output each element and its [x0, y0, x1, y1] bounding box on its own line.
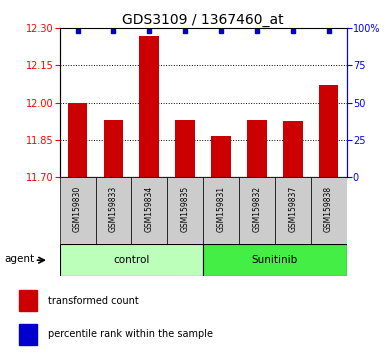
Text: percentile rank within the sample: percentile rank within the sample — [49, 329, 213, 339]
Bar — [139, 36, 159, 177]
Text: GSM159831: GSM159831 — [216, 186, 226, 232]
Bar — [19, 290, 37, 312]
Text: GSM159835: GSM159835 — [181, 186, 190, 233]
Text: agent: agent — [5, 253, 35, 264]
Bar — [275, 177, 311, 244]
Bar — [203, 177, 239, 244]
Bar — [60, 177, 95, 244]
Bar — [19, 324, 37, 345]
Text: GSM159838: GSM159838 — [324, 186, 333, 232]
Text: GSM159837: GSM159837 — [288, 186, 297, 233]
Text: GSM159833: GSM159833 — [109, 186, 118, 233]
Bar — [311, 177, 346, 244]
Text: Sunitinib: Sunitinib — [252, 255, 298, 265]
Bar — [60, 244, 203, 276]
Text: transformed count: transformed count — [49, 296, 139, 306]
Bar — [175, 120, 195, 177]
Bar — [68, 103, 87, 177]
Bar — [95, 177, 131, 244]
Bar — [239, 177, 275, 244]
Text: control: control — [113, 255, 149, 265]
Text: GSM159834: GSM159834 — [145, 186, 154, 233]
Text: GSM159830: GSM159830 — [73, 186, 82, 233]
Bar — [104, 120, 123, 177]
Bar — [247, 120, 267, 177]
Bar — [131, 177, 167, 244]
Bar — [319, 85, 338, 177]
Bar — [167, 177, 203, 244]
Bar — [203, 244, 346, 276]
Title: GDS3109 / 1367460_at: GDS3109 / 1367460_at — [122, 13, 284, 27]
Bar — [211, 136, 231, 177]
Text: GSM159832: GSM159832 — [252, 186, 261, 232]
Bar — [283, 121, 303, 177]
